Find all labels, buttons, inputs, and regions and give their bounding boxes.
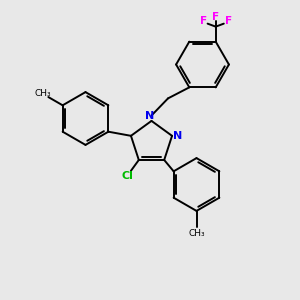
Text: F: F bbox=[225, 16, 232, 26]
Text: F: F bbox=[200, 16, 207, 26]
Text: CH₃: CH₃ bbox=[34, 89, 51, 98]
Text: N: N bbox=[146, 110, 154, 121]
Text: F: F bbox=[212, 12, 219, 22]
Text: CH₃: CH₃ bbox=[188, 230, 205, 238]
Text: N: N bbox=[173, 131, 182, 141]
Text: Cl: Cl bbox=[122, 171, 133, 181]
